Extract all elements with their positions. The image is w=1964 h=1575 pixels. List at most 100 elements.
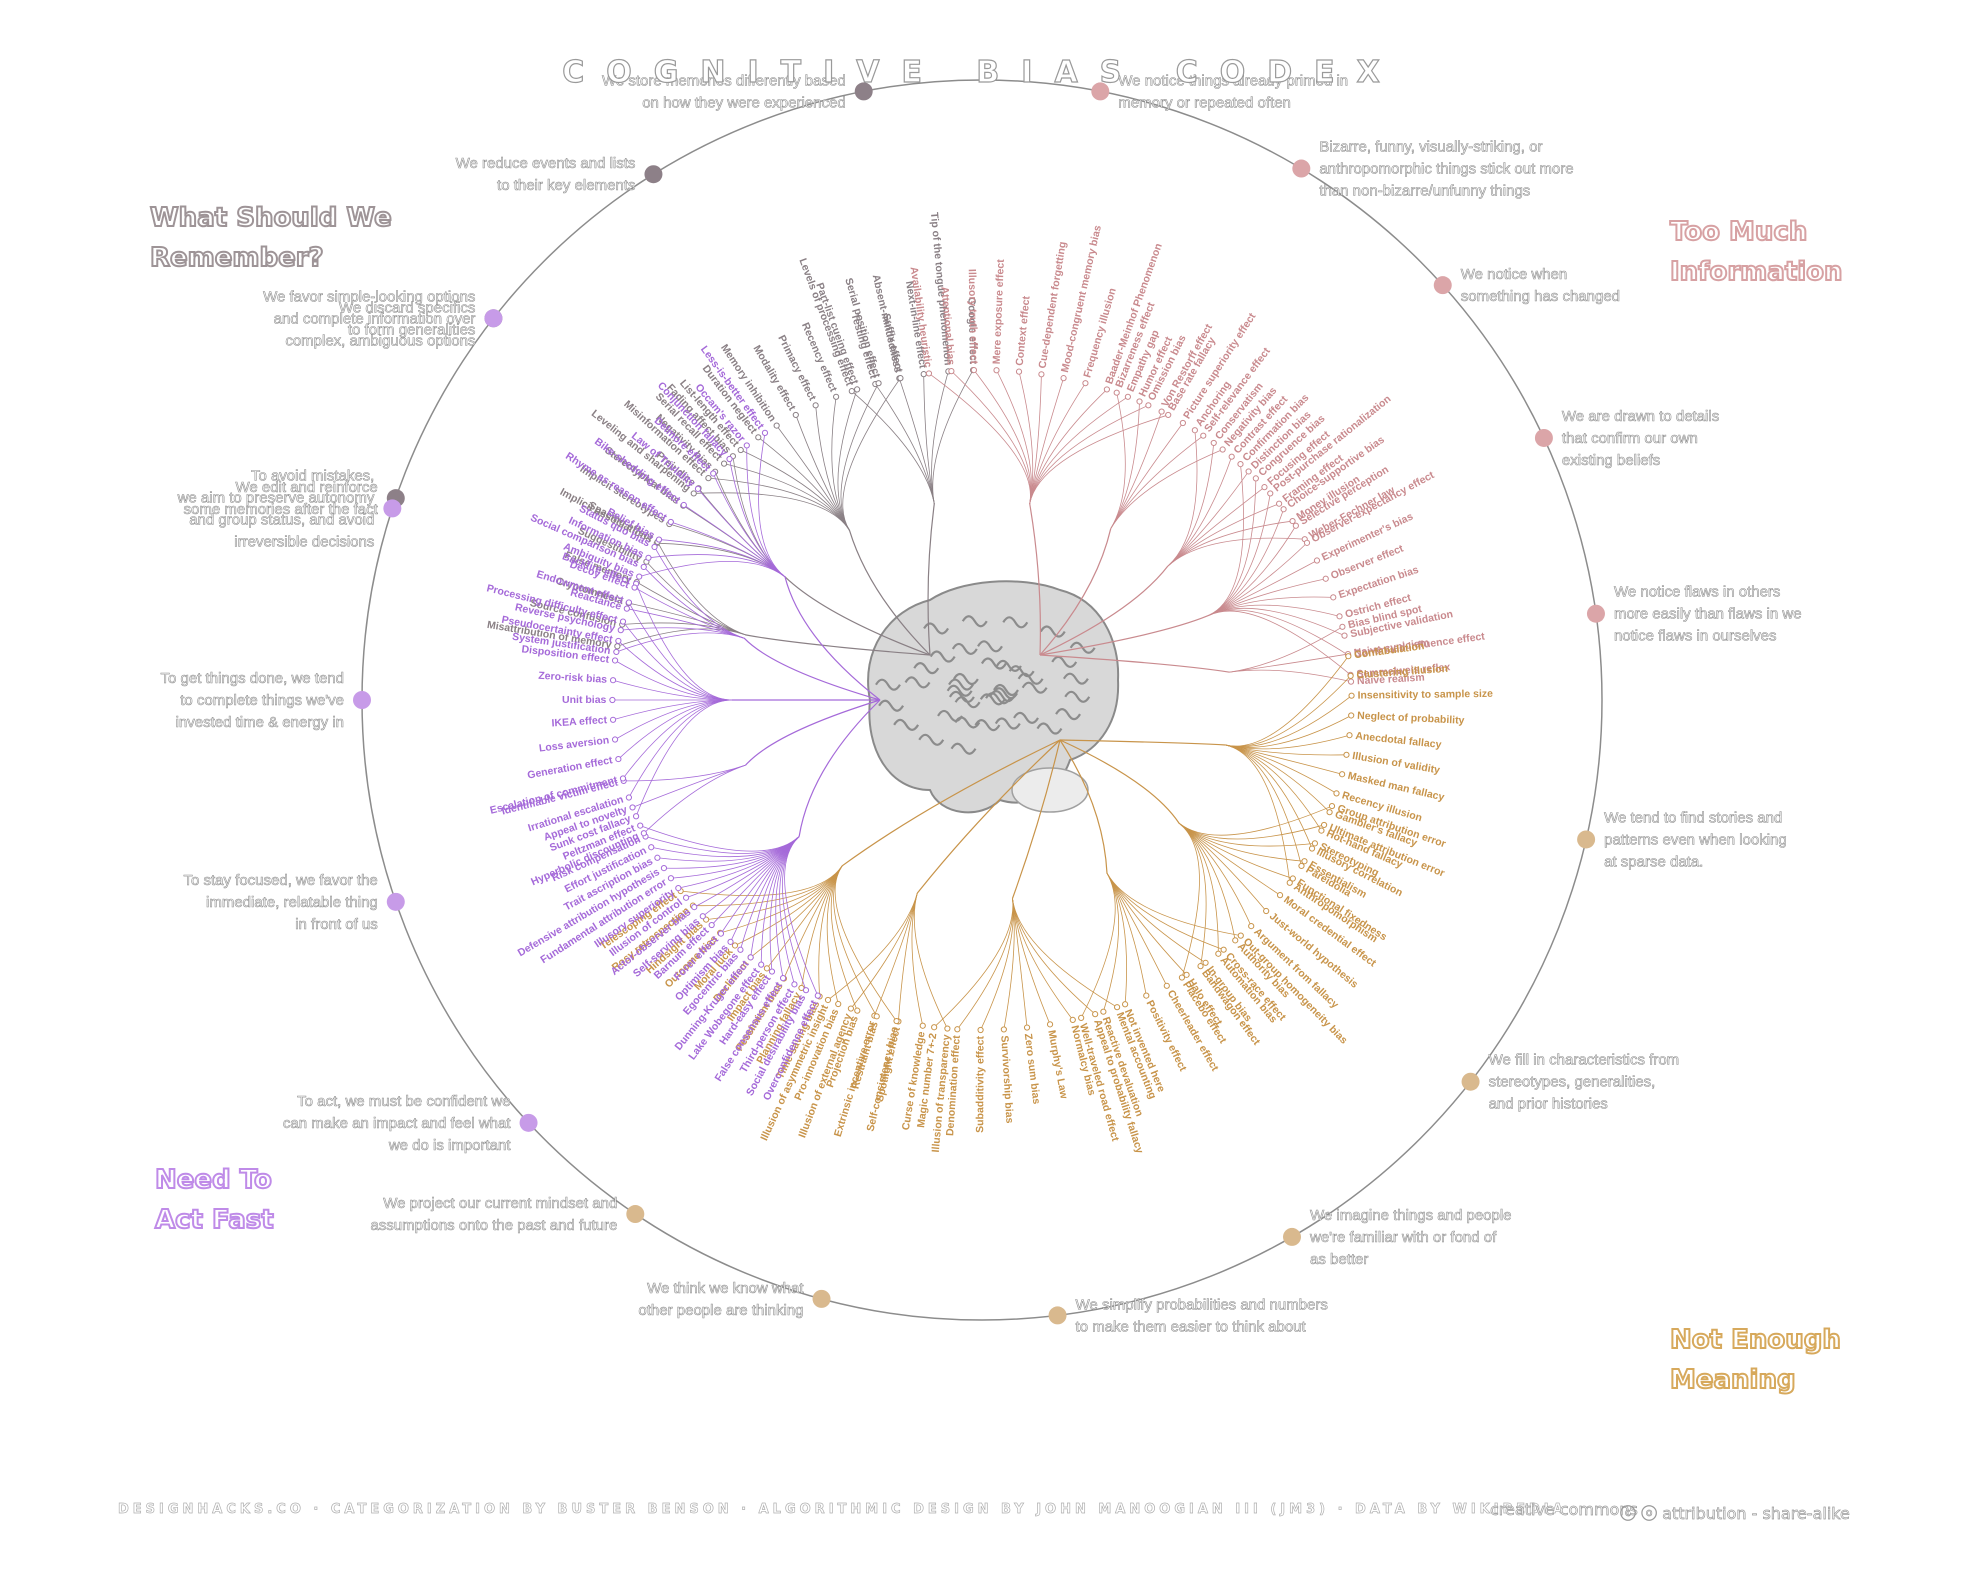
bias-dot xyxy=(1293,523,1298,528)
bias-dot xyxy=(759,962,764,967)
quadrant-title-line: Remember? xyxy=(150,238,392,278)
cluster-description: to their key elements xyxy=(497,177,635,194)
bias-label: Neglect of probability xyxy=(1357,710,1465,727)
cluster-node xyxy=(1535,429,1553,447)
bias-branch xyxy=(1179,823,1206,966)
bias-branch xyxy=(1030,397,1128,504)
bias-dot xyxy=(1319,828,1324,833)
cluster-description: We think we know what xyxy=(647,1280,804,1297)
cluster-description: We project our current mindset and xyxy=(383,1195,617,1212)
cluster-description: we do is important xyxy=(388,1137,512,1154)
bias-dot xyxy=(834,394,839,399)
bias-branch xyxy=(835,866,896,1021)
bias-branch xyxy=(1030,389,1107,503)
bias-dot xyxy=(626,795,631,800)
bias-dot xyxy=(695,486,700,491)
cluster-trunk xyxy=(744,638,880,700)
bias-branch xyxy=(706,866,842,920)
bias-branch xyxy=(838,389,857,530)
bias-label: Mere exposure effect xyxy=(991,259,1007,365)
bias-branch xyxy=(1230,627,1343,672)
cluster-description: stereotypes, generalities, xyxy=(1489,1074,1656,1091)
bias-dot xyxy=(1221,947,1226,952)
cluster-description: To act, we must be confident we xyxy=(297,1093,510,1110)
cluster-node xyxy=(813,1290,831,1308)
bias-branch xyxy=(934,899,1013,1028)
quadrant-title-line: What Should We xyxy=(150,198,392,238)
bias-branch xyxy=(1168,457,1232,566)
bias-dot xyxy=(612,658,617,663)
bias-dot xyxy=(1342,633,1347,638)
bias-branch xyxy=(933,370,973,504)
bias-branch xyxy=(843,378,901,530)
cluster-node xyxy=(1283,1228,1301,1246)
bias-dot xyxy=(614,649,619,654)
bias-dot xyxy=(632,585,637,590)
quadrant-title-meaning: Not Enough Meaning xyxy=(1670,1320,1841,1400)
cluster-node xyxy=(387,893,405,911)
bias-dot xyxy=(1039,372,1044,377)
bias-branch xyxy=(929,373,1031,503)
bias-branch xyxy=(1168,521,1293,566)
bias-dot xyxy=(1290,518,1295,523)
cluster-node xyxy=(1577,830,1595,848)
bias-branch xyxy=(640,826,799,852)
cluster-description: To stay focused, we favor the xyxy=(183,872,377,889)
bias-dot xyxy=(626,600,631,605)
cluster-description: and group status, and avoid xyxy=(189,511,374,528)
bias-dot xyxy=(894,1018,899,1023)
bias-dot xyxy=(616,638,621,643)
bias-dot xyxy=(1249,924,1254,929)
bias-dot xyxy=(1277,893,1282,898)
bias-dot xyxy=(1348,673,1353,678)
bias-dot xyxy=(780,976,785,981)
bias-dot xyxy=(727,456,732,461)
bias-dot xyxy=(655,855,660,860)
license-icon: ⓒ ⓞ xyxy=(1620,1504,1662,1523)
bias-dot xyxy=(612,737,617,742)
bias-dot xyxy=(683,895,688,900)
cluster-node xyxy=(520,1114,538,1132)
bias-dot xyxy=(1198,964,1203,969)
bias-branch xyxy=(1012,899,1095,1015)
bias-branch xyxy=(1012,899,1072,1020)
bias-dot xyxy=(792,982,797,987)
cluster-node xyxy=(1049,1306,1067,1324)
cluster-description: To get things done, we tend xyxy=(161,670,344,687)
bias-branch xyxy=(618,700,732,759)
bias-dot xyxy=(1344,752,1349,757)
bias-dot xyxy=(1340,624,1345,629)
bias-dot xyxy=(1123,1002,1128,1007)
cluster-description: complex, ambiguous options xyxy=(285,332,475,349)
bias-branch xyxy=(782,836,806,990)
bias-dot xyxy=(718,931,723,936)
cluster-trunk xyxy=(785,577,880,700)
cluster-description: other people are thinking xyxy=(638,1302,803,1319)
cluster-description: as better xyxy=(1310,1251,1368,1268)
bias-dot xyxy=(1268,491,1273,496)
bias-dot xyxy=(1159,409,1164,414)
bias-dot xyxy=(1070,1017,1075,1022)
quadrant-title-information: Too Much Information xyxy=(1670,212,1843,292)
bias-dot xyxy=(700,914,705,919)
footer-credits: DESIGNHACKS.CO · CATEGORIZATION BY BUSTE… xyxy=(118,1502,1567,1517)
bias-label: Anecdotal fallacy xyxy=(1355,730,1442,751)
bias-branch xyxy=(1030,405,1149,503)
cluster-node xyxy=(626,1205,644,1223)
bias-dot xyxy=(774,423,779,428)
cluster-description: to complete things we've xyxy=(180,692,344,709)
bias-dot xyxy=(610,717,615,722)
bias-dot xyxy=(1331,595,1336,600)
cluster-description: that confirm our own xyxy=(1562,430,1698,447)
cluster-description: we're familiar with or fond of xyxy=(1309,1229,1497,1246)
bias-dot xyxy=(1101,1009,1106,1014)
bias-dot xyxy=(803,988,808,993)
bias-branch xyxy=(1107,873,1206,963)
bias-dot xyxy=(855,387,860,392)
bias-dot xyxy=(748,955,753,960)
cluster-description: we aim to preserve autonomy xyxy=(177,489,375,506)
bias-branch xyxy=(1179,823,1235,940)
cluster-node xyxy=(383,499,401,517)
bias-dot xyxy=(616,756,621,761)
bias-branch xyxy=(841,383,879,530)
